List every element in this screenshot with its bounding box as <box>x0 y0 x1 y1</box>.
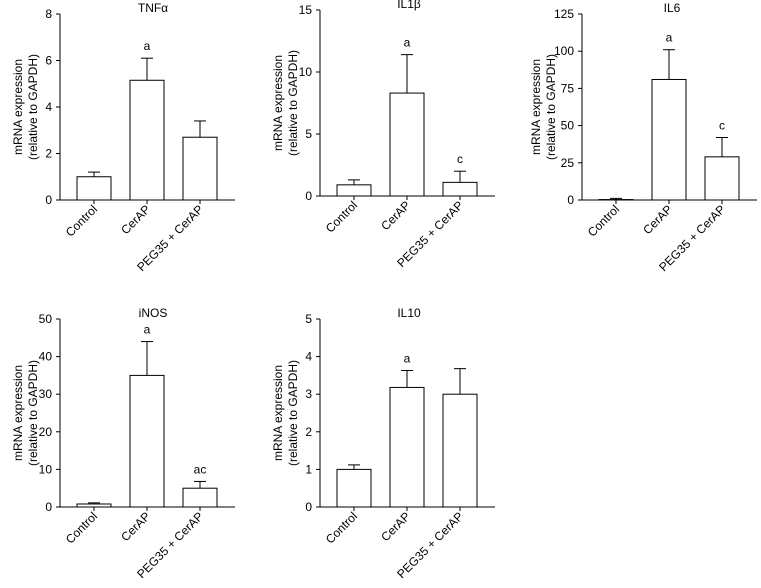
significance-label: a <box>404 352 411 366</box>
y-axis-label-line-1: mRNA expression <box>11 59 25 155</box>
chart-panel-5: 0 1 2 3 4 5 IL10 mRNA expression(relative to GA… <box>271 306 495 581</box>
y-tick-label: 50 <box>561 119 575 133</box>
chart-title: IL6 <box>664 1 681 15</box>
y-tick-label: 30 <box>39 387 53 401</box>
chart-panel-1: 0 2 4 6 8 TNFα mRNA expression(relative to GAP… <box>11 1 235 274</box>
bar-3 <box>182 136 218 201</box>
significance-label: a <box>666 31 673 45</box>
y-tick-label: 4 <box>45 100 52 114</box>
chart-panel-3: 0 25 50 75 100 125 IL6 mRNA expression(relative… <box>529 1 757 274</box>
y-tick-label: 2 <box>305 425 312 439</box>
y-tick-label: 25 <box>561 156 575 170</box>
significance-label: a <box>144 39 151 53</box>
y-tick-label: 100 <box>554 44 574 58</box>
significance-label: c <box>457 152 463 166</box>
category-label: Control <box>585 202 622 239</box>
category-label: Control <box>323 509 360 546</box>
y-axis-label-line-2: (relative to GAPDH) <box>544 54 558 160</box>
y-tick-label: 0 <box>567 193 574 207</box>
y-axis-label: mRNA expression(relative to GAPDH) <box>529 54 558 160</box>
y-tick-label: 2 <box>45 147 52 161</box>
significance-label: a <box>144 323 151 337</box>
y-axis-label-line-1: mRNA expression <box>529 59 543 155</box>
y-axis-label: mRNA expression(relative to GAPDH) <box>271 50 300 156</box>
y-tick-label: 0 <box>45 500 52 514</box>
bar-2 <box>389 92 425 197</box>
bar-2 <box>389 386 425 508</box>
category-label: CerAP <box>118 202 153 237</box>
chart-title: TNFα <box>138 1 168 15</box>
bar-3 <box>442 393 478 508</box>
bar-3 <box>704 156 740 201</box>
bar-2 <box>651 78 687 201</box>
y-tick-label: 125 <box>554 7 574 21</box>
category-label: CerAP <box>378 509 413 544</box>
y-tick-label: 5 <box>305 127 312 141</box>
chart-panel-4: 0 10 20 30 40 50 iNOS mRNA expression(relative … <box>11 306 235 581</box>
category-label: CerAP <box>118 509 153 544</box>
y-axis-label-line-2: (relative to GAPDH) <box>26 360 40 466</box>
bar-2 <box>129 374 165 508</box>
y-tick-label: 10 <box>299 65 313 79</box>
y-axis-label-line-1: mRNA expression <box>11 365 25 461</box>
bar-1 <box>76 176 112 201</box>
category-label: CerAP <box>378 198 413 233</box>
y-axis-label: mRNA expression(relative to GAPDH) <box>271 360 300 466</box>
y-tick-label: 0 <box>305 500 312 514</box>
bar-1 <box>336 468 372 508</box>
y-tick-label: 15 <box>299 3 313 17</box>
bar-2 <box>129 79 165 201</box>
y-tick-label: 10 <box>39 462 53 476</box>
chart-title: IL1β <box>397 0 421 11</box>
bar-3 <box>182 487 218 508</box>
y-tick-label: 3 <box>305 387 312 401</box>
y-tick-label: 0 <box>45 193 52 207</box>
chart-title: IL10 <box>397 306 421 320</box>
y-tick-label: 8 <box>45 7 52 21</box>
y-tick-label: 50 <box>39 312 53 326</box>
category-label: CerAP <box>640 202 675 237</box>
category-label: Control <box>323 198 360 235</box>
y-axis-label: mRNA expression(relative to GAPDH) <box>11 54 40 160</box>
y-axis-label-line-1: mRNA expression <box>271 365 285 461</box>
y-tick-label: 40 <box>39 350 53 364</box>
y-tick-label: 20 <box>39 425 53 439</box>
y-tick-label: 5 <box>305 312 312 326</box>
y-tick-label: 1 <box>305 462 312 476</box>
bar-3 <box>442 181 478 197</box>
y-axis-label-line-2: (relative to GAPDH) <box>26 54 40 160</box>
y-tick-label: 4 <box>305 350 312 364</box>
y-axis-label-line-2: (relative to GAPDH) <box>286 50 300 156</box>
significance-label: ac <box>194 462 207 476</box>
y-tick-label: 75 <box>561 81 575 95</box>
category-label: Control <box>63 509 100 546</box>
bar-1 <box>76 503 112 508</box>
significance-label: c <box>719 119 725 133</box>
y-axis-label-line-1: mRNA expression <box>271 55 285 151</box>
y-tick-label: 0 <box>305 189 312 203</box>
y-axis-label-line-2: (relative to GAPDH) <box>286 360 300 466</box>
y-axis-label: mRNA expression(relative to GAPDH) <box>11 360 40 466</box>
chart-panel-2: 0 5 10 15 IL1β mRNA expression(relative to GA… <box>271 0 495 270</box>
y-tick-label: 6 <box>45 54 52 68</box>
bar-1 <box>336 184 372 197</box>
chart-title: iNOS <box>139 306 168 320</box>
significance-label: a <box>404 36 411 50</box>
category-label: Control <box>63 202 100 239</box>
